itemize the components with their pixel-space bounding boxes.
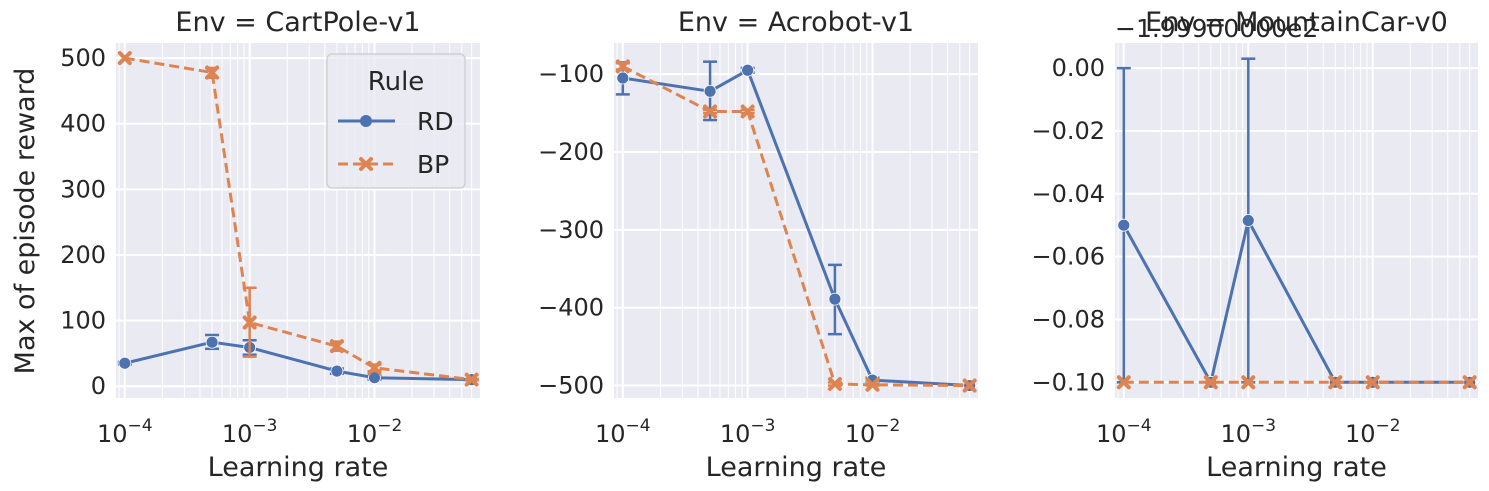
data-point	[205, 65, 220, 80]
x-axis-label: Learning rate	[1206, 452, 1387, 483]
y-tick-label: −300	[538, 216, 604, 244]
data-point	[1365, 375, 1380, 390]
chart-title: Env = MountainCar-v0	[1145, 7, 1448, 38]
x-tick-label: 10−3	[222, 416, 278, 448]
data-point	[1241, 375, 1256, 390]
y-axis-label: Max of episode reward	[10, 68, 41, 375]
data-point	[118, 356, 132, 370]
x-tick-label: 10−4	[97, 416, 153, 448]
y-tick-label: −500	[538, 372, 604, 400]
y-tick-label: −0.10	[1031, 368, 1105, 396]
legend: Rule RD BP	[326, 53, 466, 189]
panel-1: Env = CartPole-v1 0 100 200 300 400 500 10−4 10−…	[60, 7, 480, 483]
series-line	[124, 340, 472, 382]
plot-area	[614, 43, 978, 398]
data-point	[1328, 375, 1343, 390]
data-point	[330, 364, 344, 378]
legend-label: BP	[417, 150, 449, 179]
y-tick-label: 0.00	[1052, 54, 1105, 82]
y-tick-label: 400	[60, 110, 106, 138]
y-tick-label: −100	[538, 60, 604, 88]
data-point	[703, 84, 717, 98]
x-tick-label: 10−2	[845, 416, 901, 448]
data-point	[615, 59, 630, 74]
data-point	[242, 315, 257, 330]
series-BP	[117, 51, 479, 387]
y-tick-label: −0.06	[1031, 243, 1105, 271]
data-point	[1117, 218, 1131, 232]
series-line	[622, 65, 970, 387]
series-line	[622, 68, 970, 387]
x-tick-label: 10−3	[1220, 416, 1276, 448]
data-point	[962, 378, 977, 393]
y-tick-label: 100	[60, 307, 106, 335]
x-tick-label: 10−4	[1096, 416, 1152, 448]
series-BP	[1116, 375, 1477, 390]
y-tick-label: −0.08	[1031, 305, 1105, 333]
data-point	[205, 335, 219, 349]
data-point	[865, 377, 880, 392]
y-tick-label: −200	[538, 138, 604, 166]
data-point	[741, 63, 755, 77]
data-point	[616, 71, 630, 85]
legend-box	[326, 53, 466, 189]
legend-label: RD	[417, 107, 454, 136]
data-point	[1116, 375, 1131, 390]
data-point	[367, 360, 382, 375]
x-tick-label: 10−2	[1345, 416, 1401, 448]
data-point	[1241, 214, 1255, 227]
x-tick-label: 10−2	[347, 416, 403, 448]
data-point	[827, 376, 842, 391]
gridlines	[116, 43, 480, 398]
x-axis-label: Learning rate	[706, 452, 887, 483]
y-offset-label: −1.99900000e2	[1115, 14, 1318, 43]
series-BP	[615, 59, 977, 393]
panel-3: Env = MountainCar-v0−1.99900000e2 −0.10 −0…	[1031, 7, 1478, 483]
x-tick-label: 10−4	[595, 416, 651, 448]
panel-2: Env = Acrobot-v1 −500 −400 −300 −200 −100 10−4…	[538, 7, 978, 483]
data-point	[1462, 375, 1477, 390]
y-tick-label: 500	[60, 44, 106, 72]
data-point	[703, 104, 718, 119]
y-tick-label: −0.02	[1031, 117, 1105, 145]
data-point	[740, 104, 755, 119]
legend-marker	[360, 115, 372, 127]
plot-area	[1115, 43, 1478, 398]
y-tick-label: 200	[60, 241, 106, 269]
data-point	[828, 292, 842, 306]
series-line	[1122, 219, 1470, 384]
x-axis-label: Learning rate	[208, 452, 389, 483]
y-tick-label: 300	[60, 175, 106, 203]
x-tick-label: 10−3	[720, 416, 776, 448]
legend-marker	[359, 157, 373, 171]
data-point	[329, 339, 344, 354]
y-tick-label: −400	[538, 294, 604, 322]
data-point	[1203, 375, 1218, 390]
data-point	[464, 372, 479, 387]
chart-title: Env = CartPole-v1	[175, 7, 420, 38]
data-point	[117, 51, 132, 66]
y-tick-label: −0.04	[1031, 180, 1105, 208]
y-tick-label: 0	[91, 372, 106, 400]
legend-title: Rule	[368, 67, 425, 97]
chart-title: Env = Acrobot-v1	[678, 7, 914, 38]
